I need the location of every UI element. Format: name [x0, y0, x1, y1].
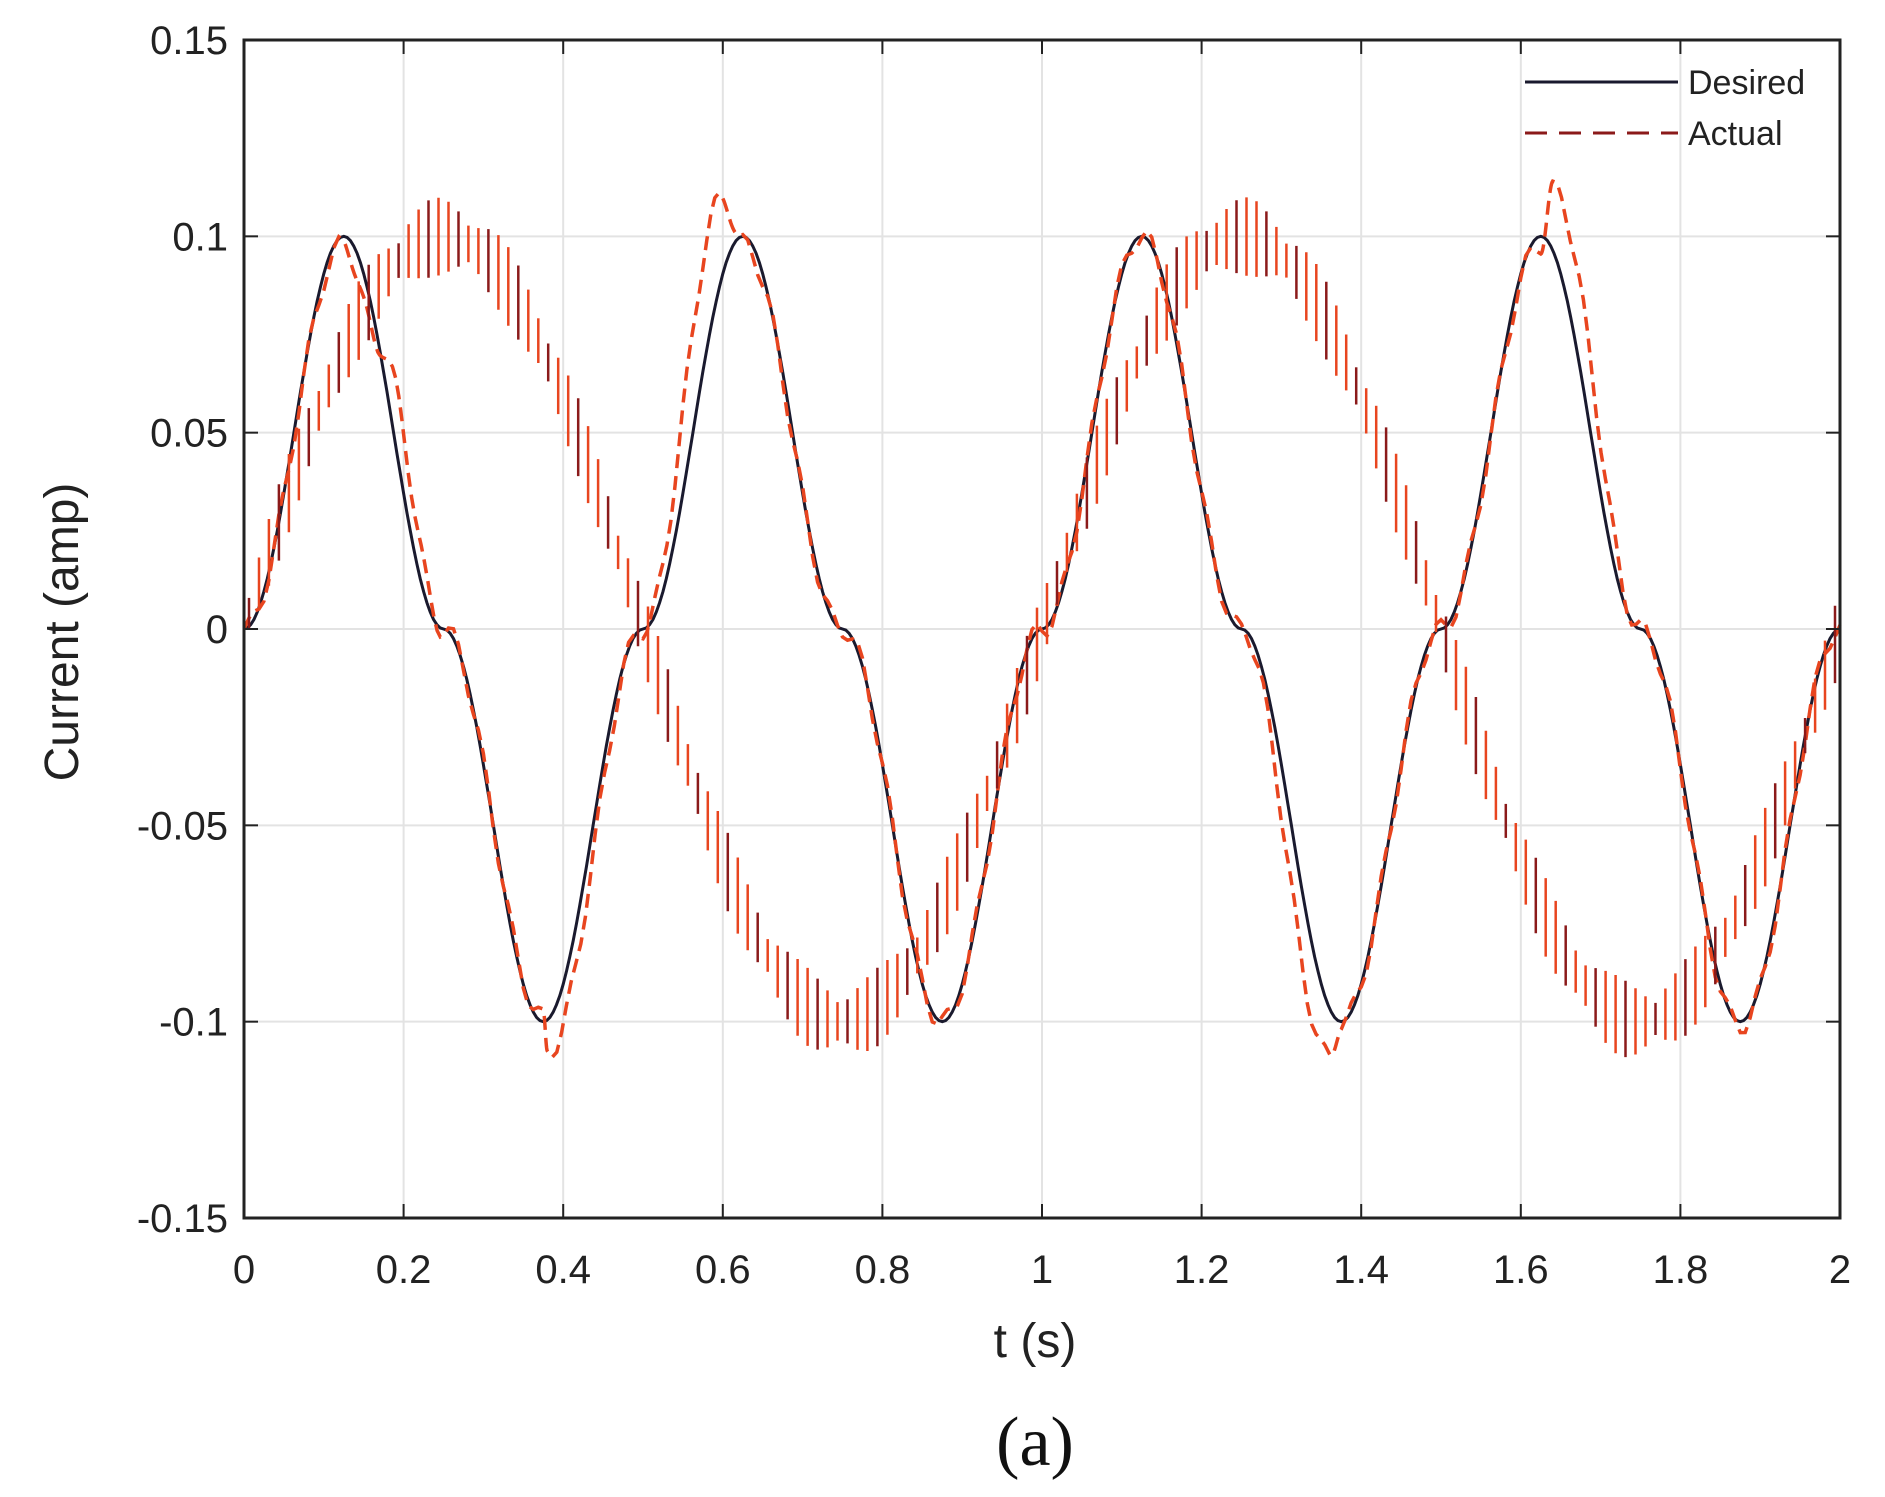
x-tick-label: 0 — [233, 1248, 255, 1292]
x-tick-label: 1 — [1031, 1248, 1053, 1292]
x-tick-label: 1.8 — [1653, 1248, 1709, 1292]
figure-caption: (a) — [996, 1404, 1074, 1481]
y-tick-label: 0 — [206, 608, 228, 652]
x-axis-ticks: 0 0.2 0.4 0.6 0.8 1 1.2 1.4 1.6 1.8 2 — [233, 40, 1851, 1292]
y-tick-label: -0.1 — [159, 1001, 228, 1045]
x-axis-title: t (s) — [994, 1315, 1077, 1368]
y-tick-label: 0.05 — [150, 412, 228, 456]
series-layer — [242, 178, 1842, 1061]
y-axis-ticks: -0.15 -0.1 -0.05 0 0.05 0.1 0.15 — [137, 19, 1840, 1241]
legend-label-desired: Desired — [1688, 64, 1805, 102]
y-axis-title: Current (amp) — [36, 483, 89, 782]
x-tick-label: 2 — [1829, 1248, 1851, 1292]
x-tick-label: 0.6 — [695, 1248, 751, 1292]
legend: Desired Actual — [1525, 64, 1805, 153]
y-tick-label: 0.15 — [150, 19, 228, 63]
x-tick-label: 1.2 — [1174, 1248, 1230, 1292]
legend-label-actual: Actual — [1688, 115, 1783, 153]
x-tick-label: 0.8 — [855, 1248, 911, 1292]
y-tick-label: -0.05 — [137, 804, 228, 848]
actual-noise-spikes — [247, 197, 1837, 1058]
x-tick-label: 1.4 — [1333, 1248, 1389, 1292]
x-tick-label: 1.6 — [1493, 1248, 1549, 1292]
x-tick-label: 0.4 — [535, 1248, 591, 1292]
x-tick-label: 0.2 — [376, 1248, 432, 1292]
y-tick-label: 0.1 — [172, 215, 228, 259]
y-tick-label: -0.15 — [137, 1197, 228, 1241]
